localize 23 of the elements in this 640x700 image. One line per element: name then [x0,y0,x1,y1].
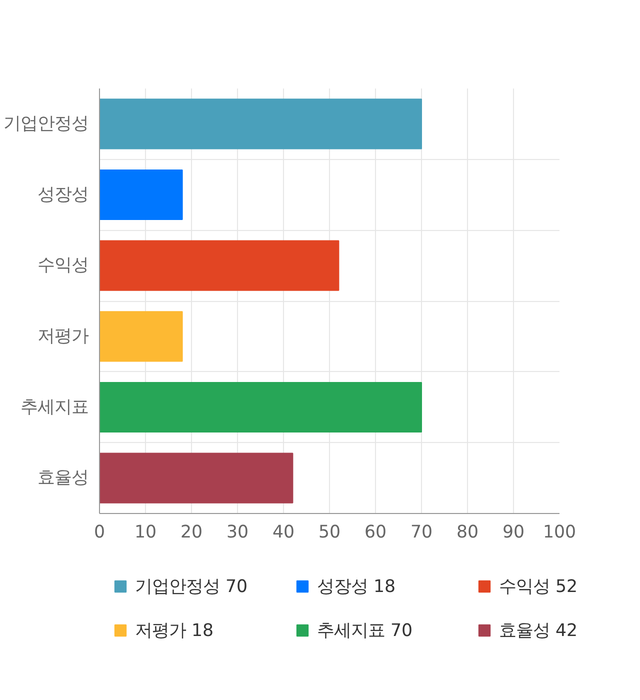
legend-label: 수익성 52 [499,576,579,598]
legend-label: 기업안정성 70 [135,576,249,598]
y-tick-label: 기업안정성 [4,114,88,134]
legend-label: 추세지표 70 [317,620,414,642]
legend-label: 성장성 18 [317,576,397,598]
x-tick-label: 40 [272,522,295,542]
y-tick-label: 수익성 [38,256,88,276]
x-tick-label: 50 [318,522,341,542]
y-tick-label: 효율성 [38,468,88,488]
x-tick-label: 70 [410,522,433,542]
legend-label: 효율성 42 [499,620,579,642]
x-tick-label: 0 [94,522,106,542]
x-tick-label: 80 [456,522,479,542]
legend-label: 저평가 18 [135,620,215,642]
x-tick-label: 20 [180,522,203,542]
y-tick-label: 성장성 [38,184,88,205]
x-tick-label: 90 [502,522,525,542]
x-tick-label: 100 [542,522,576,542]
y-tick-label: 추세지표 [20,397,88,418]
x-tick-label: 30 [226,522,249,542]
y-tick-label: 저평가 [38,326,88,346]
x-tick-label: 60 [364,522,387,542]
x-tick-label: 10 [134,522,157,542]
